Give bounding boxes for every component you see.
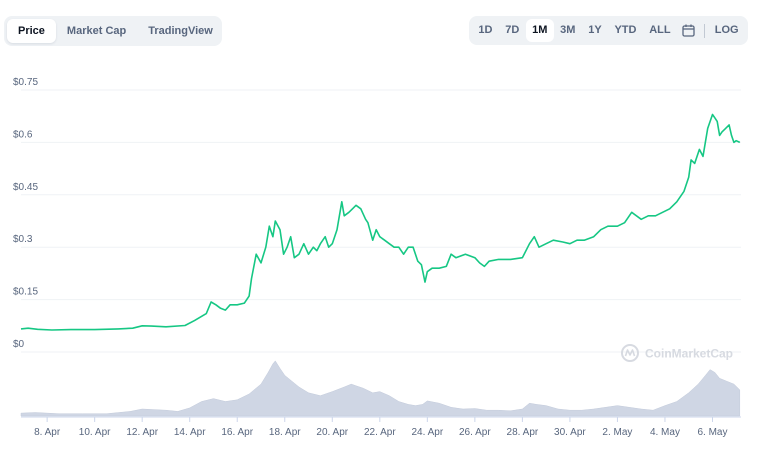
x-tick-label: 14. Apr xyxy=(174,427,206,438)
x-tick-label: 16. Apr xyxy=(221,427,253,438)
x-tick-label: 20. Apr xyxy=(316,427,348,438)
x-tick-label: 12. Apr xyxy=(126,427,158,438)
range-1d-button[interactable]: 1D xyxy=(478,24,493,36)
calendar-icon xyxy=(682,24,695,37)
x-tick-label: 22. Apr xyxy=(364,427,396,438)
log-scale-button[interactable]: LOG xyxy=(714,24,739,36)
grid-lines xyxy=(21,89,741,353)
x-axis: 8. Apr 10. Apr 12. Apr 14. Apr 16. Apr 18. Ap… xyxy=(21,416,741,438)
calendar-button[interactable] xyxy=(677,19,700,42)
tab-price[interactable]: Price xyxy=(7,19,56,43)
y-tick-label: $0.6 xyxy=(13,129,33,140)
x-tick-label: 18. Apr xyxy=(269,427,301,438)
watermark-text: CoinMarketCap xyxy=(645,347,733,361)
range-ytd-button[interactable]: YTD xyxy=(614,24,637,36)
x-tick-label: 8. Apr xyxy=(34,427,61,438)
y-tick-label: $0.45 xyxy=(13,182,38,193)
range-1y-button[interactable]: 1Y xyxy=(588,24,602,36)
range-7d-button[interactable]: 7D xyxy=(505,24,520,36)
x-tick-label: 26. Apr xyxy=(459,427,491,438)
volume-area xyxy=(20,360,741,417)
y-tick-label: $0.15 xyxy=(13,287,38,298)
y-tick-label: $0 xyxy=(13,339,25,350)
tab-market-cap[interactable]: Market Cap xyxy=(66,25,127,37)
x-tick-label: 2. May xyxy=(602,427,632,438)
y-tick-label: $0.75 xyxy=(13,77,38,88)
x-tick-label: 10. Apr xyxy=(79,427,111,438)
x-tick-label: 30. Apr xyxy=(554,427,586,438)
price-line xyxy=(20,113,741,331)
y-tick-label: $0.3 xyxy=(13,234,33,245)
y-axis: $0 $0.15 $0.3 $0.45 $0.6 $0.75 xyxy=(13,77,38,350)
tab-tradingview[interactable]: TradingView xyxy=(148,25,213,37)
x-tick-label: 4. May xyxy=(650,427,680,438)
time-range-selector: 1D 7D 1M 3M 1Y YTD ALL LOG xyxy=(469,16,748,45)
chart-type-tabs: Price Market Cap TradingView xyxy=(4,16,222,46)
range-1m-button[interactable]: 1M xyxy=(525,19,554,42)
range-divider xyxy=(703,23,705,38)
x-tick-label: 24. Apr xyxy=(411,427,443,438)
range-3m-button[interactable]: 3M xyxy=(560,24,576,36)
x-tick-label: 28. Apr xyxy=(507,427,539,438)
range-all-button[interactable]: ALL xyxy=(649,24,671,36)
x-tick-label: 6. May xyxy=(697,427,727,438)
coinmarketcap-logo: CoinMarketCap xyxy=(621,344,733,362)
